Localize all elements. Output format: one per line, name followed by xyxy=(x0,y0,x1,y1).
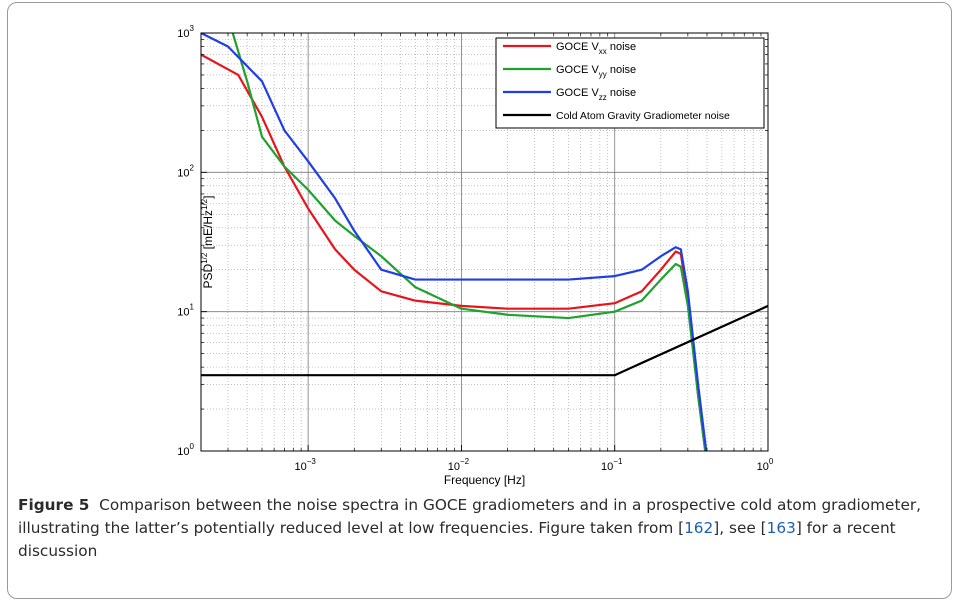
x-tick-labels: 10−3 10−2 10−1 100 xyxy=(294,457,773,473)
y-axis-label-unit-sup: 1/2 xyxy=(200,198,209,210)
y-tick-label: 102 xyxy=(177,163,194,179)
legend-label: Cold Atom Gravity Gradiometer noise xyxy=(556,110,730,122)
y-tick-label: 103 xyxy=(177,24,194,40)
caption-ref-162[interactable]: 162 xyxy=(684,519,713,537)
caption-ref-163[interactable]: 163 xyxy=(767,519,796,537)
y-tick-labels: 100 101 102 103 xyxy=(177,24,194,458)
y-axis-label-sup: 1/2 xyxy=(200,252,209,264)
x-axis-label: Frequency [Hz] xyxy=(444,473,525,487)
y-tick-label: 101 xyxy=(177,303,194,319)
psd-chart: 10−3 10−2 10−1 100 100 101 102 103 Frequency [… xyxy=(0,0,957,490)
y-tick-label: 100 xyxy=(177,442,194,458)
legend: GOCE Vxx noiseGOCE Vyy noiseGOCE Vzz noi… xyxy=(496,38,764,128)
x-tick-label: 10−2 xyxy=(448,457,470,473)
x-tick-label: 10−3 xyxy=(294,457,316,473)
y-axis-label-unit-end: ] xyxy=(201,196,215,199)
figure-label: Figure 5 xyxy=(18,496,89,514)
y-axis-label-main: PSD xyxy=(201,263,215,288)
x-tick-label: 10−1 xyxy=(601,457,623,473)
y-axis-label-unit: [mE/Hz xyxy=(201,210,215,249)
figure-caption: Figure 5 Comparison between the noise sp… xyxy=(18,494,938,563)
caption-text-2: ], see [ xyxy=(713,519,766,537)
x-tick-label: 100 xyxy=(757,457,774,473)
